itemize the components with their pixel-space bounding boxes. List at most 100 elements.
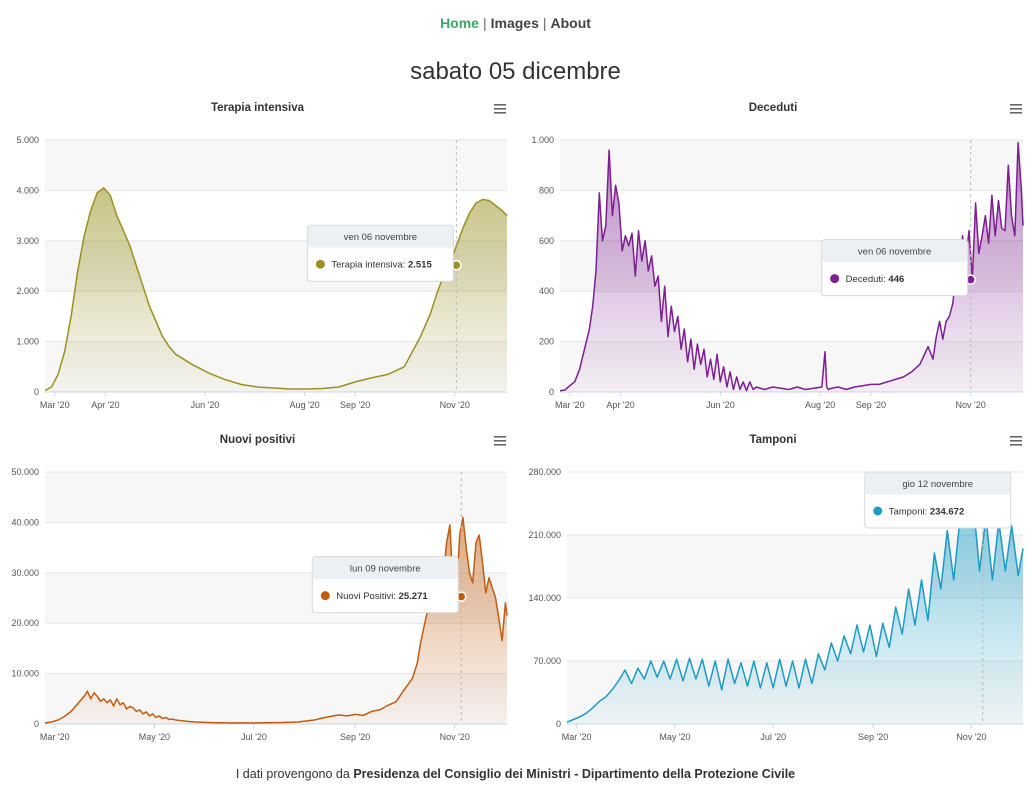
tooltip-label: Tamponi: 234.672 xyxy=(889,507,965,518)
y-tick-label: 2.000 xyxy=(16,286,39,296)
hamburger-icon[interactable] xyxy=(494,104,506,114)
chart-title: Deceduti xyxy=(749,102,798,114)
x-tick-label: Sep '20 xyxy=(856,400,886,410)
hamburger-icon[interactable] xyxy=(1010,104,1022,114)
y-tick-label: 600 xyxy=(539,236,554,246)
chart-title: Tamponi xyxy=(749,434,796,446)
y-tick-label: 200 xyxy=(539,337,554,347)
footer-prefix: I dati provengono da xyxy=(235,767,350,781)
x-tick-label: May '20 xyxy=(139,732,170,742)
chart-svg: 0 1.000 2.000 3.000 4.000 5.000 Mar '20 Apr '20… xyxy=(16,102,508,410)
x-tick-label: Apr '20 xyxy=(606,400,634,410)
x-tick-label: Mar '20 xyxy=(555,400,585,410)
tooltip-bullet xyxy=(873,506,883,516)
y-tick-label: 280.000 xyxy=(528,467,561,477)
y-tick-label: 70.000 xyxy=(533,656,561,666)
tooltip: gio 12 novembre Tamponi: 234.672 xyxy=(864,471,1012,529)
nav-separator: | xyxy=(542,15,547,31)
x-tick-label: Nov '20 xyxy=(440,400,470,410)
tooltip-label: Deceduti: 446 xyxy=(846,274,905,285)
y-tick-label: 0 xyxy=(556,719,561,729)
tooltip-date: ven 06 novembre xyxy=(344,232,417,243)
plot-band xyxy=(45,472,507,523)
x-tick-label: Nov '20 xyxy=(956,400,986,410)
tooltip-value: 446 xyxy=(888,274,904,285)
tooltip-header xyxy=(822,240,968,263)
x-tick-label: Sep '20 xyxy=(858,732,888,742)
x-tick-label: Sep '20 xyxy=(340,732,370,742)
tooltip-label: Nuovi Positivi: 25.271 xyxy=(336,591,428,602)
chart-title: Nuovi positivi xyxy=(220,434,295,446)
y-tick-label: 40.000 xyxy=(11,517,39,527)
y-tick-label: 50.000 xyxy=(11,467,39,477)
x-tick-label: Aug '20 xyxy=(805,400,835,410)
series-area xyxy=(567,499,1023,724)
series-area xyxy=(560,142,1023,392)
x-tick-label: Mar '20 xyxy=(40,732,70,742)
x-tick-label: Mar '20 xyxy=(40,400,70,410)
y-tick-label: 800 xyxy=(539,185,554,195)
tooltip-bullet xyxy=(320,591,330,601)
tooltip: lun 09 novembre Nuovi Positivi: 25.271 xyxy=(311,556,459,614)
footer-org1: Presidenza del Consiglio dei Ministri xyxy=(353,767,571,781)
x-tick-label: Jul '20 xyxy=(241,732,267,742)
tooltip-header xyxy=(865,472,1011,495)
x-tick-label: Jun '20 xyxy=(191,400,220,410)
page-title: sabato 05 dicembre xyxy=(410,58,621,85)
plot-band xyxy=(45,140,507,191)
tooltip-value: 234.672 xyxy=(930,507,964,518)
x-tick-label: Apr '20 xyxy=(91,400,119,410)
x-tick-label: Nov '20 xyxy=(956,732,986,742)
chart-tamponi: 0 70.000 140.000 210.000 280.000 Mar '20 May '… xyxy=(515,427,1031,757)
tooltip-header xyxy=(312,557,458,580)
footer-dash: - xyxy=(574,767,579,781)
tooltip: ven 06 novembre Terapia intensiva: 2.515 xyxy=(306,224,454,282)
x-tick-label: Sep '20 xyxy=(340,400,370,410)
y-tick-label: 3.000 xyxy=(16,236,39,246)
y-tick-label: 4.000 xyxy=(16,185,39,195)
y-tick-label: 0 xyxy=(34,387,39,397)
nav-separator: | xyxy=(482,15,487,31)
chart-title: Terapia intensiva xyxy=(211,102,305,114)
tooltip-header xyxy=(307,225,453,248)
y-tick-label: 20.000 xyxy=(11,618,39,628)
x-tick-label: Mar '20 xyxy=(562,732,592,742)
tooltip-date: ven 06 novembre xyxy=(858,247,931,258)
y-tick-label: 400 xyxy=(539,286,554,296)
plot-band xyxy=(560,140,1023,191)
tooltip-bullet xyxy=(830,274,840,284)
series-area xyxy=(45,187,507,392)
footer-org2: Dipartimento della Protezione Civile xyxy=(581,767,796,781)
y-tick-label: 140.000 xyxy=(528,593,561,603)
y-tick-label: 210.000 xyxy=(528,530,561,540)
x-tick-label: Jul '20 xyxy=(760,732,786,742)
source-footer: I dati provengono da Presidenza del Cons… xyxy=(0,767,1031,781)
tooltip-label: Terapia intensiva: 2.515 xyxy=(331,260,432,271)
chart-terapia-intensiva: 0 1.000 2.000 3.000 4.000 5.000 Mar '20 Apr '20… xyxy=(0,95,515,425)
tooltip-value: 25.271 xyxy=(399,591,429,602)
y-tick-label: 5.000 xyxy=(16,135,39,145)
x-tick-label: Jun '20 xyxy=(706,400,735,410)
tooltip-date: lun 09 novembre xyxy=(350,564,421,575)
chart-deceduti: 0 200 400 600 800 1.000 Mar '20 Apr '20 Jun '20 A… xyxy=(515,95,1031,425)
nav-images-link[interactable]: Images xyxy=(490,15,539,31)
y-tick-label: 0 xyxy=(34,719,39,729)
chart-nuovi-positivi: 0 10.000 20.000 30.000 40.000 50.000 Mar '20 Ma… xyxy=(0,427,515,757)
series-line xyxy=(566,498,1024,723)
top-nav: Home | Images | About xyxy=(0,15,1031,31)
chart-svg: 0 70.000 140.000 210.000 280.000 Mar '20 May '… xyxy=(528,434,1024,742)
x-tick-label: Aug '20 xyxy=(289,400,319,410)
hamburger-icon[interactable] xyxy=(1010,436,1022,446)
nav-about-link[interactable]: About xyxy=(550,15,591,31)
tooltip-bullet xyxy=(315,259,325,269)
x-tick-label: Nov '20 xyxy=(440,732,470,742)
hamburger-icon[interactable] xyxy=(494,436,506,446)
chart-svg: 0 10.000 20.000 30.000 40.000 50.000 Mar '20 Ma… xyxy=(11,434,508,742)
y-tick-label: 10.000 xyxy=(11,669,39,679)
y-tick-label: 1.000 xyxy=(531,135,554,145)
tooltip-date: gio 12 novembre xyxy=(902,479,973,490)
y-tick-label: 1.000 xyxy=(16,337,39,347)
y-tick-label: 30.000 xyxy=(11,568,39,578)
nav-home-link[interactable]: Home xyxy=(440,15,479,31)
series-line xyxy=(44,187,508,392)
